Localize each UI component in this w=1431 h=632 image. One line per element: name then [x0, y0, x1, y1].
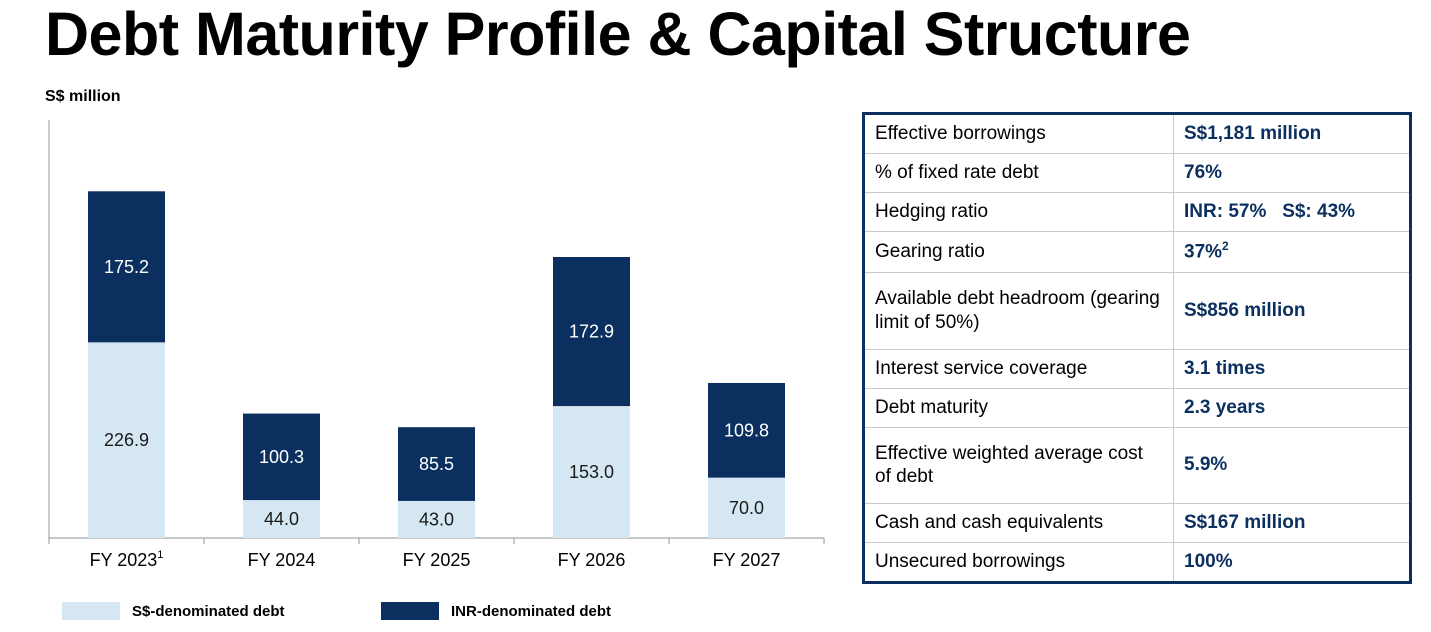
- metric-label: % of fixed rate debt: [865, 152, 1174, 193]
- metric-label: Cash and cash equivalents: [865, 503, 1174, 544]
- legend-item-inr: INR-denominated debt: [381, 601, 611, 621]
- x-tick-label: FY 2024: [248, 550, 316, 570]
- metric-value-text: INR: 57% S$: 43%: [1184, 200, 1356, 222]
- metric-value: 100%: [1173, 542, 1409, 581]
- table-row: Gearing ratio 37%2: [865, 230, 1409, 273]
- bar-segment-sgd: [243, 500, 320, 538]
- y-axis-unit-label: S$ million: [45, 88, 121, 105]
- legend-label-inr: INR-denominated debt: [451, 602, 611, 620]
- metric-value-text: 5.9%: [1184, 454, 1228, 476]
- bar-value-label: 175.2: [104, 257, 149, 277]
- legend-item-sgd: S$-denominated debt: [62, 601, 285, 621]
- metric-value-text: 2.3 years: [1184, 396, 1266, 418]
- metric-label: Interest service coverage: [865, 348, 1174, 389]
- x-tick-label: FY 2025: [403, 550, 471, 570]
- table-row: Available debt headroom (gearing limit o…: [865, 271, 1409, 350]
- metric-value: S$167 million: [1173, 503, 1409, 544]
- capital-structure-table: Effective borrowings S$1,181 million % of …: [862, 112, 1412, 584]
- metric-value: 2.3 years: [1173, 387, 1409, 428]
- table-row: Unsecured borrowings 100%: [865, 542, 1409, 581]
- metric-value: INR: 57% S$: 43%: [1173, 191, 1409, 232]
- footnote-marker: 2: [1222, 239, 1229, 254]
- metric-value-text: 3.1 times: [1184, 357, 1266, 379]
- metric-value-text: 76%: [1184, 161, 1223, 183]
- metric-value: 5.9%: [1173, 426, 1409, 505]
- table-row: Hedging ratio INR: 57% S$: 43%: [865, 191, 1409, 232]
- bar-segment-sgd: [708, 477, 785, 538]
- legend-label-sgd: S$-denominated debt: [132, 602, 285, 620]
- metric-value: S$856 million: [1173, 271, 1409, 350]
- metric-label: Effective weighted average cost of debt: [865, 426, 1174, 505]
- bar-segment-sgd: [553, 406, 630, 538]
- metric-label: Gearing ratio: [865, 230, 1174, 273]
- bar-value-label: 172.9: [569, 322, 614, 342]
- bar-value-label: 109.8: [724, 420, 769, 440]
- bar-value-label: 153.0: [569, 462, 614, 482]
- legend-swatch-sgd: [62, 602, 120, 620]
- metric-value: S$1,181 million: [1173, 115, 1409, 154]
- table-row: Interest service coverage 3.1 times: [865, 348, 1409, 389]
- bar-segment-inr: [398, 427, 475, 501]
- table-row: Cash and cash equivalents S$167 million: [865, 503, 1409, 544]
- page-title: Debt Maturity Profile & Capital Structur…: [45, 0, 1191, 68]
- bar-value-label: 70.0: [729, 498, 764, 518]
- table-row: Effective borrowings S$1,181 million: [865, 115, 1409, 154]
- bar-segment-inr: [553, 257, 630, 407]
- table-row: % of fixed rate debt 76%: [865, 152, 1409, 193]
- metric-label: Hedging ratio: [865, 191, 1174, 232]
- metric-label: Debt maturity: [865, 387, 1174, 428]
- table-row: Debt maturity 2.3 years: [865, 387, 1409, 428]
- metric-value-text: S$167 million: [1184, 512, 1306, 534]
- x-tick-label: FY 2026: [558, 550, 626, 570]
- bar-value-label: 85.5: [419, 454, 454, 474]
- metric-value: 3.1 times: [1173, 348, 1409, 389]
- metric-value: 76%: [1173, 152, 1409, 193]
- bar-segment-inr: [243, 413, 320, 501]
- bar-segment-sgd: [398, 500, 475, 538]
- legend-swatch-inr: [381, 602, 439, 620]
- x-tick-label: FY 2027: [713, 550, 781, 570]
- bar-segment-sgd: [88, 342, 165, 538]
- x-tick-label: FY 20231: [90, 549, 164, 570]
- bar-segment-inr: [88, 191, 165, 343]
- bar-value-label: 100.3: [259, 447, 304, 467]
- metric-value: 37%2: [1173, 230, 1409, 273]
- metric-value-text: S$856 million: [1184, 299, 1306, 321]
- metric-label: Effective borrowings: [865, 115, 1174, 154]
- metric-label: Available debt headroom (gearing limit o…: [865, 271, 1174, 350]
- metric-value-text: 100%: [1184, 551, 1233, 573]
- bar-value-label: 43.0: [419, 509, 454, 529]
- metric-value-text: 37%: [1184, 241, 1223, 263]
- bar-value-label: 226.9: [104, 430, 149, 450]
- footnote-marker: 1: [157, 549, 163, 561]
- metric-label: Unsecured borrowings: [865, 542, 1174, 581]
- table-row: Effective weighted average cost of debt 5…: [865, 426, 1409, 505]
- debt-maturity-chart: 226.9 175.2 FY 20231 44.0 100.3 FY 2024 43.0 85…: [48, 120, 825, 570]
- bar-value-label: 44.0: [264, 509, 299, 529]
- bar-segment-inr: [708, 382, 785, 478]
- metric-value-text: S$1,181 million: [1184, 123, 1322, 144]
